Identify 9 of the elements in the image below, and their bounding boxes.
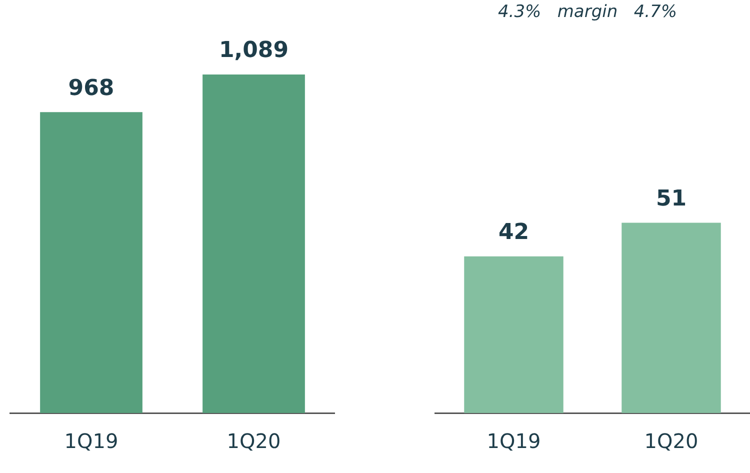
x-tick-label: 1Q20	[226, 429, 281, 454]
data-label: 51	[656, 186, 687, 212]
text: 4.3% margin 4.7%	[496, 2, 678, 22]
x-tick-label: 1Q19	[486, 429, 541, 454]
data-label: 968	[68, 76, 114, 101]
x-tick-label: 1Q19	[64, 429, 118, 454]
x-tick-label: 1Q20	[644, 429, 698, 454]
data-label: 42	[498, 220, 530, 246]
data-label: 1,089	[218, 38, 289, 64]
